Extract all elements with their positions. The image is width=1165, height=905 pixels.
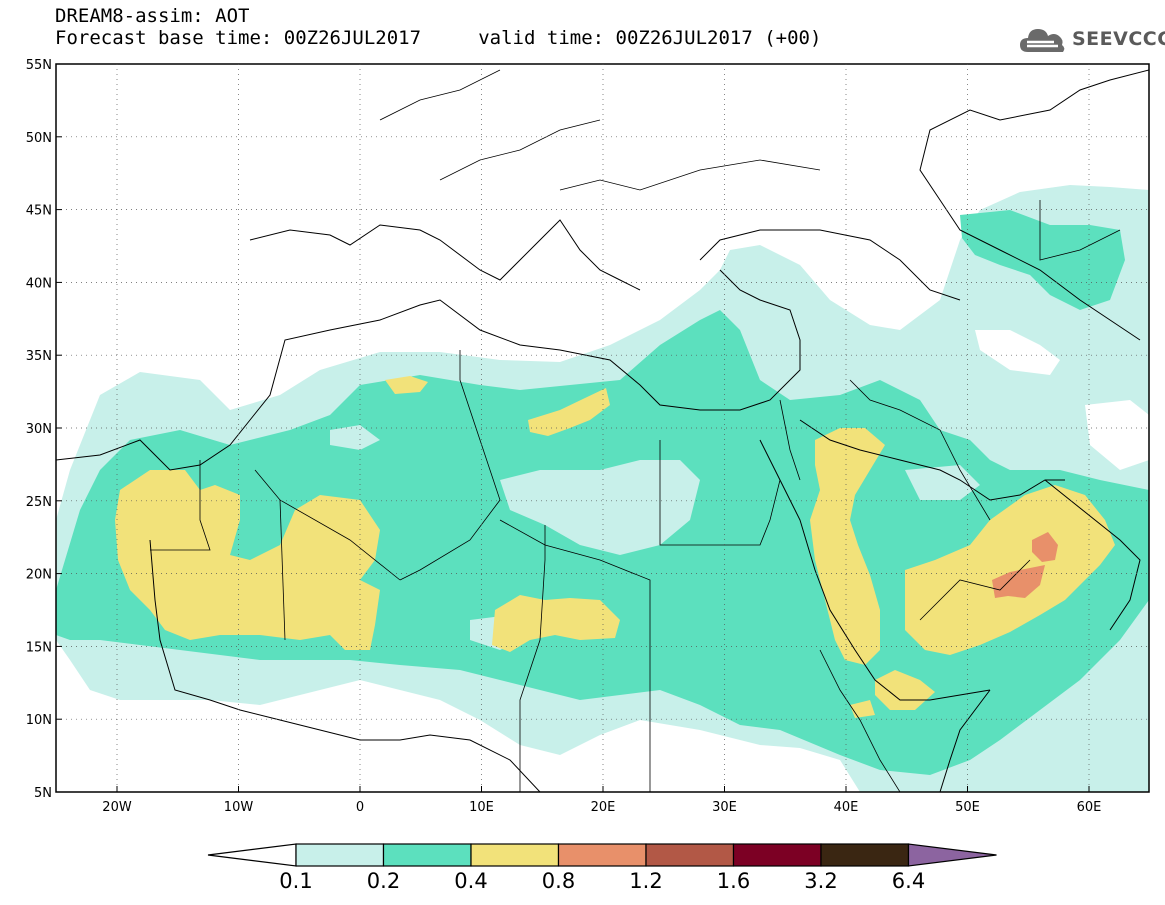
lon-label: 10E [469,800,494,815]
lat-label: 25N [26,495,52,510]
colorbar-label: 0.4 [454,869,487,893]
colorbar-label: 1.2 [629,869,662,893]
lat-label: 40N [26,276,52,291]
aot-field [56,64,1149,792]
colorbar-box [820,843,910,867]
lon-label: 10W [224,800,254,815]
logo-text: SEEVCCC [1072,28,1165,50]
lat-label: 10N [26,713,52,728]
lat-label: 45N [26,204,52,219]
lat-label: 50N [26,131,52,146]
colorbar-box [732,843,822,867]
colorbar-under-arrow [207,843,297,867]
country-borders [150,69,1121,792]
colorbar-box [557,843,647,867]
lon-label: 60E [1077,800,1102,815]
colorbar-box [470,843,560,867]
lat-label: 35N [26,349,52,364]
seevccc-logo: SEEVCCC [1018,22,1165,56]
colorbar-over-arrow [907,843,997,867]
lon-label: 20E [591,800,616,815]
lon-label: 0 [356,800,364,815]
lat-label: 15N [26,640,52,655]
lon-label: 30E [712,800,737,815]
lon-label: 20W [102,800,132,815]
lon-label: 50E [955,800,980,815]
colorbar-box [295,843,385,867]
colorbar-box [382,843,472,867]
forecast-time-line: Forecast base time: 00Z26JUL2017 valid t… [55,27,822,49]
coastlines [56,69,1149,792]
colorbar-label: 0.1 [279,869,312,893]
colorbar-label: 3.2 [804,869,837,893]
lat-label: 55N [26,58,52,73]
longitude-labels: 20W 10W 0 10E 20E 30E 40E 50E 60E [102,786,1101,815]
graticule [56,64,1149,792]
colorbar-label: 6.4 [892,869,925,893]
colorbar: 0.1 0.2 0.4 0.8 1.2 1.6 3.2 6.4 [207,843,997,893]
map-title: DREAM8-assim: AOT [55,5,250,27]
lat-label: 30N [26,422,52,437]
colorbar-label: 1.6 [717,869,750,893]
lat-label: 20N [26,568,52,583]
colorbar-box [645,843,735,867]
latitude-labels: 55N 50N 45N 40N 35N 30N 25N 20N 15N 10N 5N [26,58,62,801]
colorbar-label: 0.8 [542,869,575,893]
cloud-icon [1020,29,1065,52]
lon-label: 40E [834,800,859,815]
lat-label: 5N [34,786,52,801]
colorbar-label: 0.2 [367,869,400,893]
